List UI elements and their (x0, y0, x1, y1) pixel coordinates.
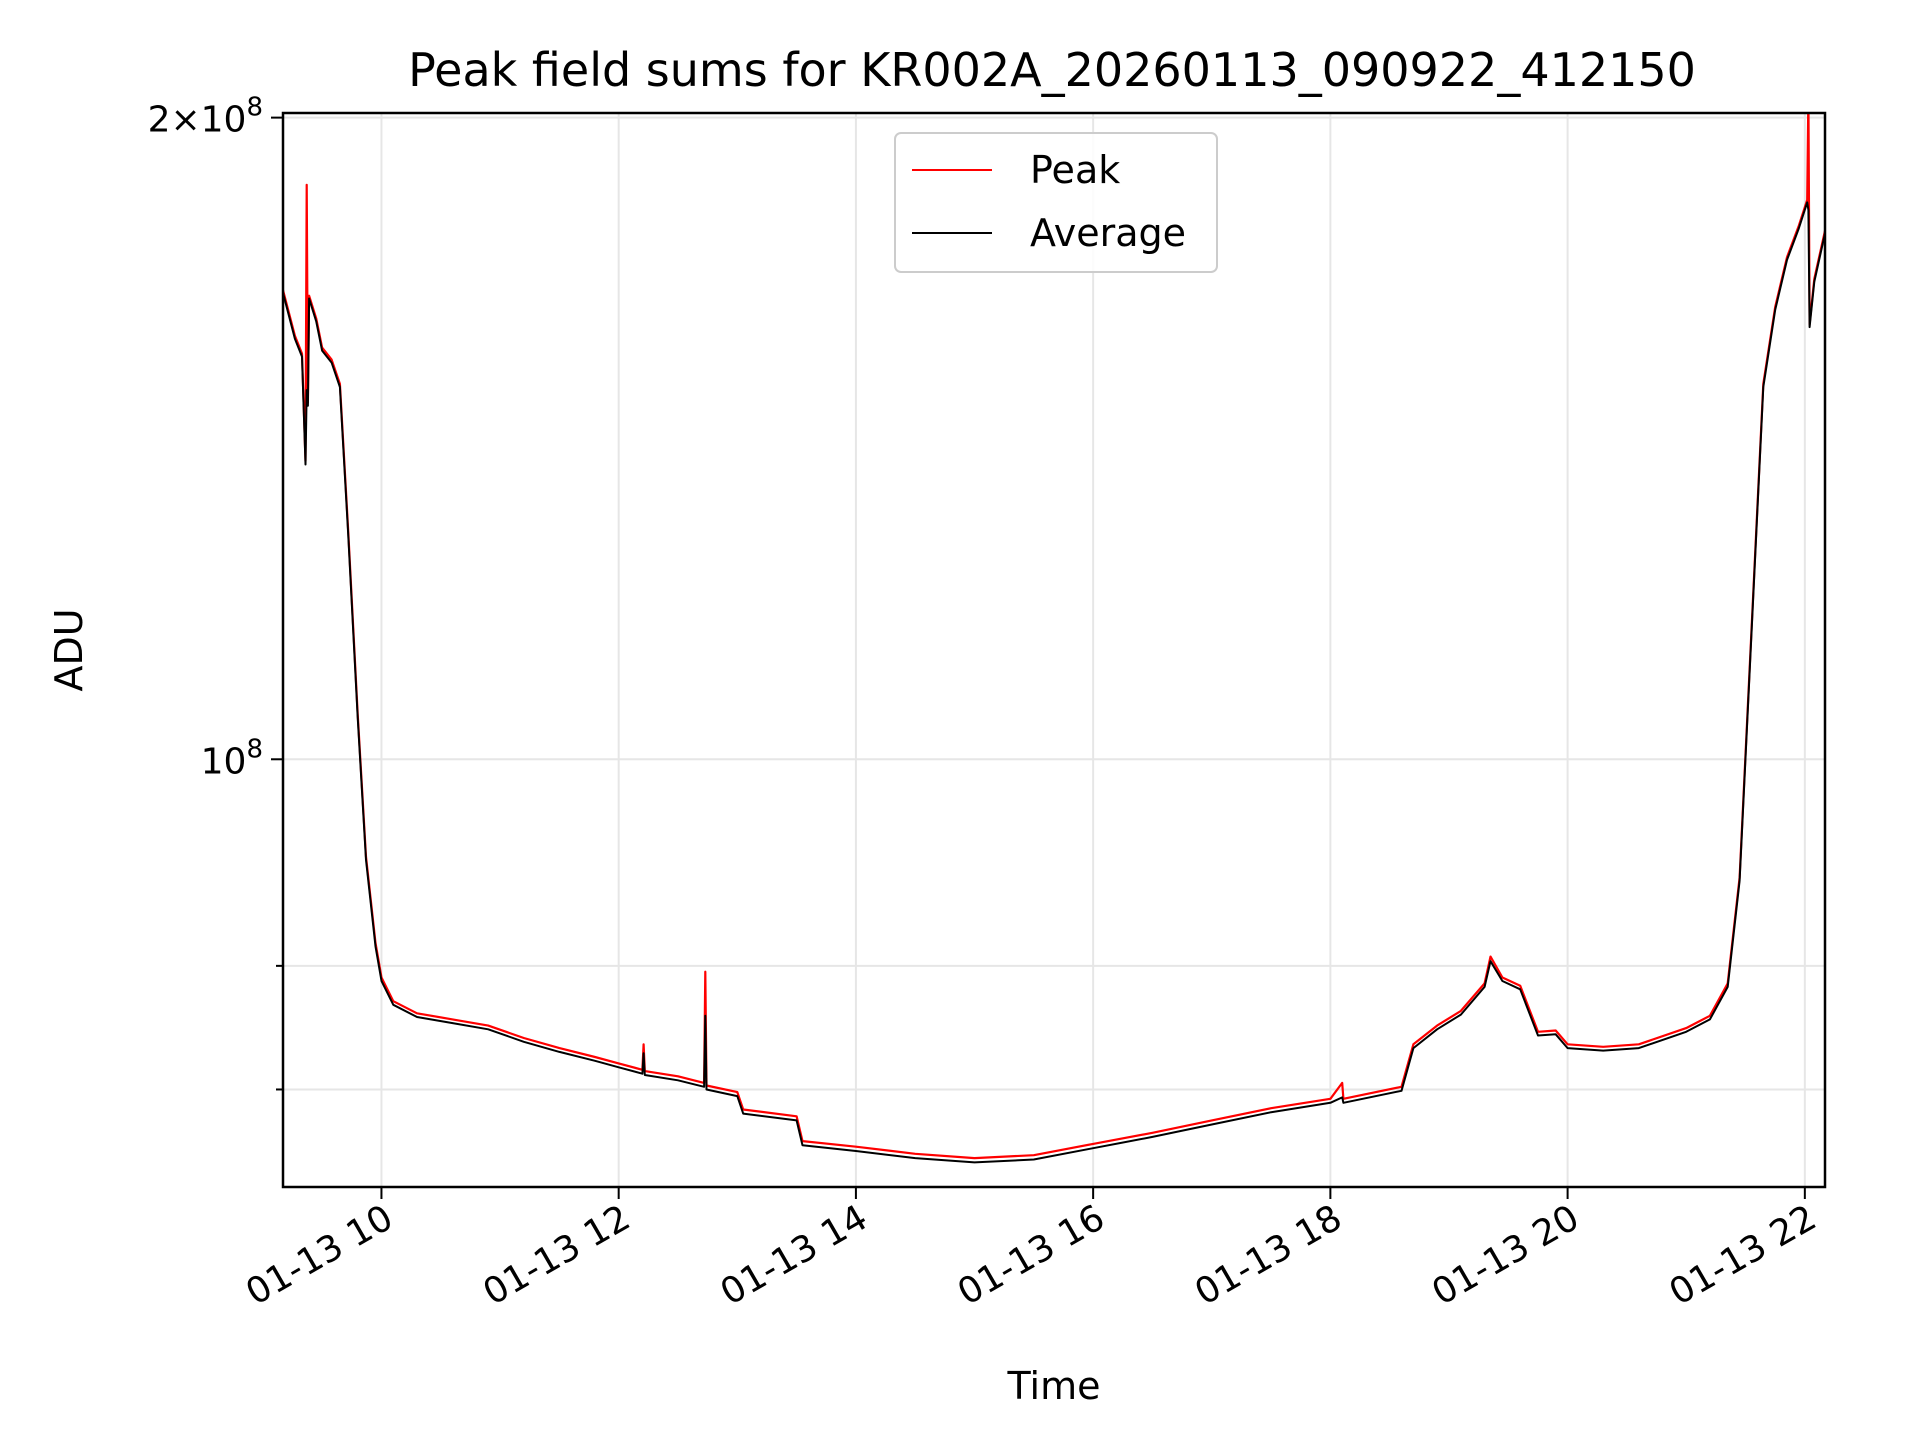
y-tick-label: 108 (201, 734, 263, 782)
legend-box (894, 132, 1218, 273)
legend-average-label: Average (1030, 211, 1186, 255)
plot-frame (281, 111, 1827, 1189)
x-axis-label: Time (1007, 1364, 1101, 1408)
plot-series (283, 113, 1825, 1164)
legend: Peak Average (894, 132, 1218, 273)
grid (283, 113, 1825, 1187)
chart-title: Peak field sums for KR002A_20260113_0909… (408, 43, 1696, 97)
series-line-average (283, 201, 1825, 1164)
y-tick-label: 2×108 (148, 93, 263, 141)
legend-peak-label: Peak (1030, 148, 1120, 192)
y-axis-label: ADU (47, 608, 91, 691)
